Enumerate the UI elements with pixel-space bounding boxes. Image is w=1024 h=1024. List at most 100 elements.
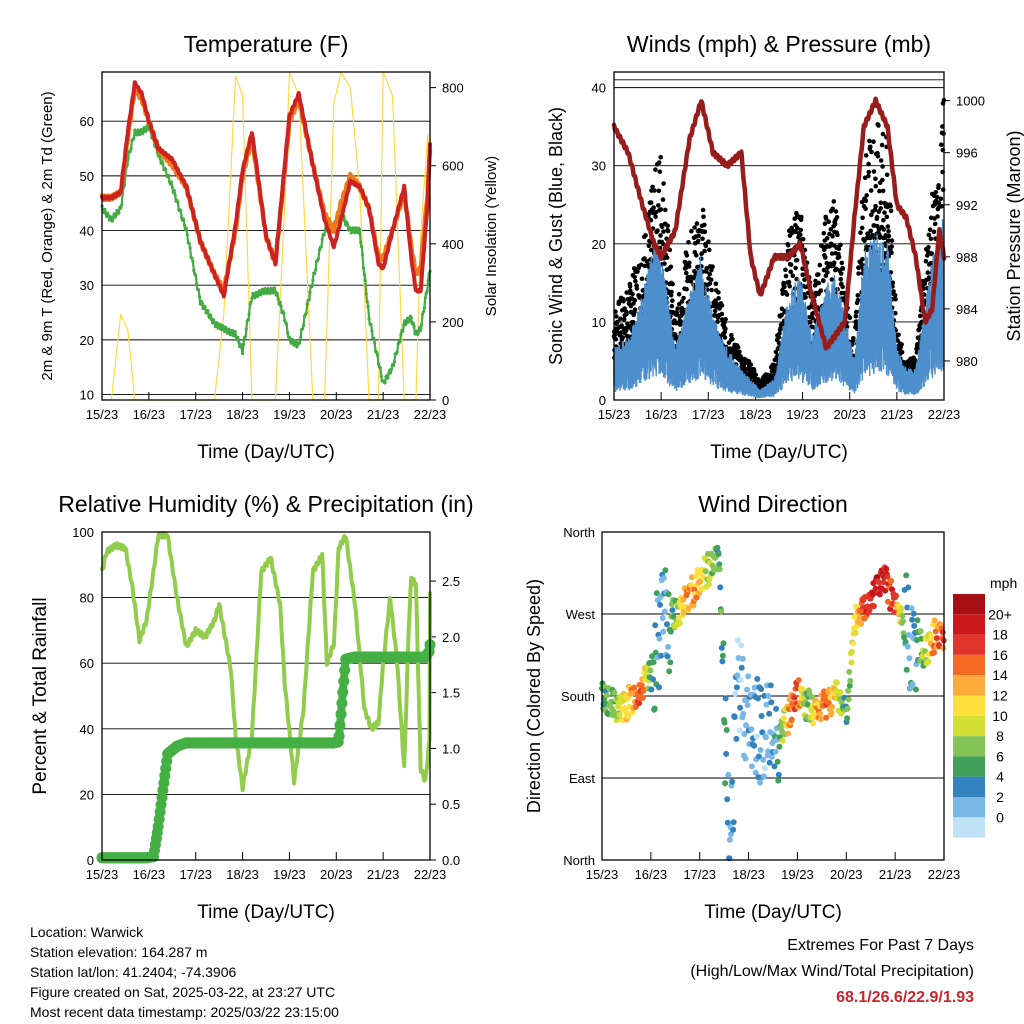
gust-point xyxy=(934,194,940,200)
dewpoint-point xyxy=(270,286,274,290)
gust-point xyxy=(869,149,874,155)
dewpoint-point xyxy=(376,362,381,366)
gust-point xyxy=(716,296,721,301)
gust-point xyxy=(918,313,923,319)
dewpoint-point xyxy=(389,371,393,375)
y-tick-label: 10 xyxy=(592,315,606,330)
x-axis-label: Time (Day/UTC) xyxy=(704,902,842,923)
gust-point xyxy=(713,281,719,287)
x-tick-label: 21/23 xyxy=(367,407,400,422)
gust-point xyxy=(670,298,675,304)
gust-point xyxy=(847,315,853,321)
direction-point xyxy=(737,704,744,711)
dewpoint-point xyxy=(361,266,366,270)
x-tick-label: 22/23 xyxy=(928,407,961,422)
direction-point xyxy=(906,655,913,662)
dewpoint-point xyxy=(246,318,250,322)
dewpoint-point xyxy=(107,218,112,222)
gust-point xyxy=(786,279,792,285)
gust-point xyxy=(776,335,782,340)
y-tick-label: 0 xyxy=(87,853,94,868)
x-axis-label: Time (Day/UTC) xyxy=(197,902,335,923)
dewpoint-point xyxy=(262,291,266,295)
dewpoint-point xyxy=(142,126,146,130)
gust-point xyxy=(882,210,887,215)
gust-point xyxy=(639,276,645,282)
direction-point xyxy=(723,727,730,733)
dewpoint-point xyxy=(407,319,411,323)
direction-point xyxy=(730,819,737,826)
gust-point xyxy=(788,262,794,268)
gust-point xyxy=(670,281,675,287)
direction-point xyxy=(903,572,910,579)
gust-point xyxy=(798,227,803,233)
gust-point xyxy=(675,306,680,311)
gust-point xyxy=(699,251,704,256)
direction-point xyxy=(888,577,895,584)
direction-point xyxy=(714,544,721,551)
gust-point xyxy=(863,153,869,158)
gust-point xyxy=(668,264,674,270)
dewpoint-point xyxy=(236,335,240,339)
direction-point xyxy=(719,652,726,659)
dewpoint-point xyxy=(420,313,425,317)
gust-point xyxy=(860,256,865,262)
gust-point xyxy=(886,238,891,243)
direction-point xyxy=(603,692,610,699)
direction-point xyxy=(775,777,782,784)
gust-point xyxy=(880,177,885,183)
direction-point xyxy=(653,590,660,597)
dewpoint-point xyxy=(253,296,257,300)
dewpoint-point xyxy=(176,200,180,204)
dewpoint-point xyxy=(375,350,379,354)
legend-label: 20+ xyxy=(988,606,1012,622)
direction-point xyxy=(917,628,924,635)
gust-point xyxy=(854,309,859,315)
gust-point xyxy=(656,188,662,194)
direction-point xyxy=(738,642,745,649)
gust-point xyxy=(722,335,728,340)
direction-point xyxy=(667,659,674,666)
gust-point xyxy=(665,223,670,228)
direction-point xyxy=(636,700,643,707)
panel-2-title: Winds (mph) & Pressure (mb) xyxy=(627,31,931,57)
direction-point xyxy=(716,561,723,568)
gust-point xyxy=(632,274,637,280)
gust-point xyxy=(694,253,699,258)
dewpoint-point xyxy=(256,294,260,299)
x-tick-label: 18/23 xyxy=(739,407,772,422)
direction-point xyxy=(723,750,730,757)
direction-point xyxy=(744,686,751,693)
direction-point xyxy=(639,694,646,701)
gust-point xyxy=(653,167,658,172)
gust-point xyxy=(779,306,785,312)
direction-point xyxy=(899,612,906,619)
y-tick-label: East xyxy=(569,771,595,786)
dewpoint-point xyxy=(179,208,183,213)
x-tick-label: 20/23 xyxy=(320,407,353,422)
y2-tick-label: 2.5 xyxy=(442,574,460,589)
direction-point xyxy=(659,615,666,621)
direction-point xyxy=(903,666,910,673)
gust-point xyxy=(719,303,725,308)
gust-point xyxy=(674,311,680,316)
direction-point xyxy=(876,591,883,598)
gust-point xyxy=(936,200,942,206)
legend-label: 8 xyxy=(996,728,1004,744)
dewpoint-point xyxy=(294,340,298,344)
gust-point xyxy=(656,160,662,165)
gust-point xyxy=(657,169,663,174)
gust-point xyxy=(896,332,901,338)
y2-tick-label: 980 xyxy=(956,354,978,369)
gust-point xyxy=(709,287,714,293)
direction-point xyxy=(795,677,802,684)
dewpoint-point xyxy=(161,162,165,166)
gust-point xyxy=(873,176,878,182)
dewpoint-point xyxy=(206,309,210,313)
direction-point xyxy=(838,699,845,706)
direction-point xyxy=(664,653,671,660)
gust-point xyxy=(633,278,638,284)
direction-point xyxy=(736,727,743,734)
gust-point xyxy=(798,232,803,237)
gust-point xyxy=(880,164,885,169)
